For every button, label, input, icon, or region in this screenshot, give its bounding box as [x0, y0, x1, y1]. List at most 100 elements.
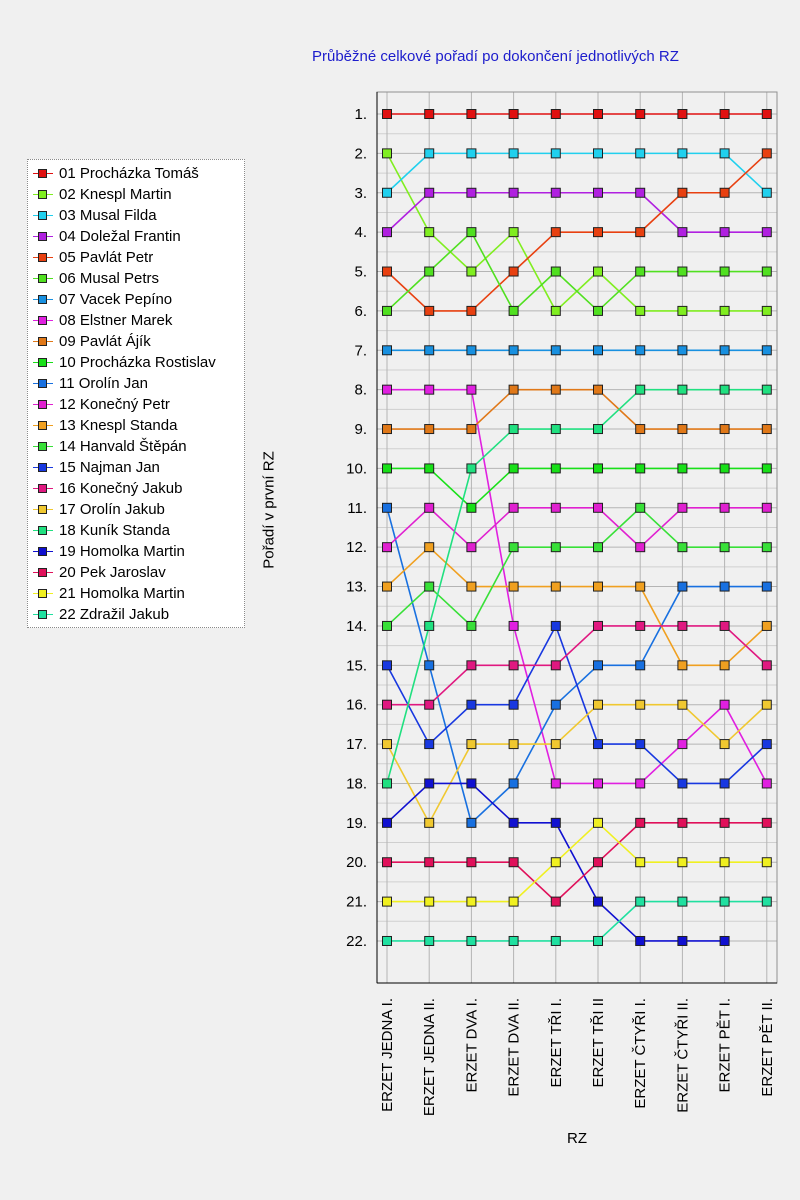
data-point	[508, 857, 519, 868]
data-point	[424, 620, 435, 631]
x-tick-label: ERZET JEDNA II.	[421, 998, 438, 1116]
legend-label: 10 Procházka Rostislav	[59, 354, 216, 371]
y-tick-label: 13.	[346, 579, 367, 596]
data-point	[508, 660, 519, 671]
data-point	[635, 463, 646, 474]
data-point	[593, 305, 603, 316]
y-tick-label: 3.	[354, 185, 367, 202]
legend-swatch	[33, 483, 53, 495]
data-point	[424, 384, 435, 395]
series-line	[387, 822, 767, 903]
series-line	[386, 506, 767, 549]
data-point	[635, 817, 646, 828]
data-point	[719, 227, 730, 238]
data-point	[635, 857, 646, 868]
data-point	[761, 384, 772, 395]
data-point	[382, 620, 392, 631]
y-tick-label: 11.	[347, 500, 367, 517]
y-tick-label: 19.	[346, 815, 367, 832]
data-point	[593, 463, 603, 474]
data-point	[719, 109, 730, 119]
data-point	[550, 857, 561, 868]
data-point	[508, 424, 519, 435]
data-point	[550, 345, 561, 356]
data-point	[677, 778, 688, 789]
x-axis-label: RZ	[567, 1130, 587, 1147]
data-point	[593, 148, 603, 159]
data-point	[593, 699, 603, 710]
data-point	[508, 896, 519, 907]
y-tick-label: 21.	[346, 894, 367, 911]
y-tick-label: 9.	[354, 421, 367, 438]
data-point	[635, 148, 646, 159]
data-point	[593, 227, 603, 238]
legend-item: 09 Pavlát Ájík	[28, 331, 244, 352]
legend-item: 02 Knespl Martin	[28, 184, 244, 205]
data-point	[593, 581, 603, 592]
data-point	[466, 739, 477, 750]
data-point	[761, 187, 772, 198]
data-point	[761, 778, 772, 789]
legend-label: 15 Najman Jan	[59, 459, 160, 476]
legend-item: 06 Musal Petrs	[28, 268, 244, 289]
data-point	[761, 227, 772, 238]
data-point	[382, 778, 392, 789]
data-point	[550, 581, 561, 592]
data-point	[677, 148, 688, 159]
data-point	[677, 817, 688, 828]
data-point	[593, 935, 603, 946]
data-point	[382, 896, 392, 907]
data-point	[466, 266, 477, 277]
y-tick-label: 6.	[354, 303, 367, 320]
data-point	[635, 699, 646, 710]
data-point	[382, 857, 392, 868]
data-point	[761, 896, 772, 907]
data-point	[677, 345, 688, 356]
data-point	[508, 699, 519, 710]
data-point	[719, 857, 730, 868]
legend-label: 06 Musal Petrs	[59, 270, 160, 287]
legend-item: 08 Elstner Marek	[28, 310, 244, 331]
data-point	[382, 935, 392, 946]
y-tick-label: 10.	[346, 460, 367, 477]
data-point	[466, 463, 477, 474]
data-point	[677, 699, 688, 710]
data-point	[677, 463, 688, 474]
data-point	[424, 109, 435, 119]
data-point	[593, 542, 603, 553]
legend-swatch	[33, 609, 53, 621]
data-point	[382, 739, 392, 750]
data-point	[508, 463, 519, 474]
x-tick-label: ERZET DVA II.	[506, 998, 523, 1097]
data-point	[382, 109, 392, 119]
data-point	[508, 817, 519, 828]
data-point	[719, 187, 730, 198]
data-point	[508, 345, 519, 356]
data-point	[635, 305, 646, 316]
data-point	[593, 817, 603, 828]
data-point	[719, 620, 730, 631]
data-point	[382, 581, 392, 592]
legend-swatch	[33, 420, 53, 432]
data-point	[382, 502, 392, 513]
x-tick-label: ERZET PĚT I.	[717, 998, 734, 1092]
y-axis-label: Pořadí v první RZ	[260, 451, 278, 569]
legend-label: 03 Musal Filda	[59, 207, 157, 224]
data-point	[677, 187, 688, 198]
x-tick-label: ERZET TŘI II	[590, 998, 607, 1087]
data-point	[635, 187, 646, 198]
legend-item: 19 Homolka Martin	[28, 541, 244, 562]
data-point	[424, 660, 435, 671]
data-point	[719, 345, 730, 356]
data-point	[761, 345, 772, 356]
data-point	[635, 345, 646, 356]
data-point	[382, 266, 392, 277]
legend-item: 03 Musal Filda	[28, 205, 244, 226]
legend-item: 01 Procházka Tomáš	[28, 163, 244, 184]
series-line	[387, 821, 767, 903]
legend-item: 11 Orolín Jan	[28, 373, 244, 394]
data-point	[677, 227, 688, 238]
legend-label: 18 Kuník Standa	[59, 522, 170, 539]
series-line	[386, 152, 768, 194]
data-point	[761, 266, 772, 277]
